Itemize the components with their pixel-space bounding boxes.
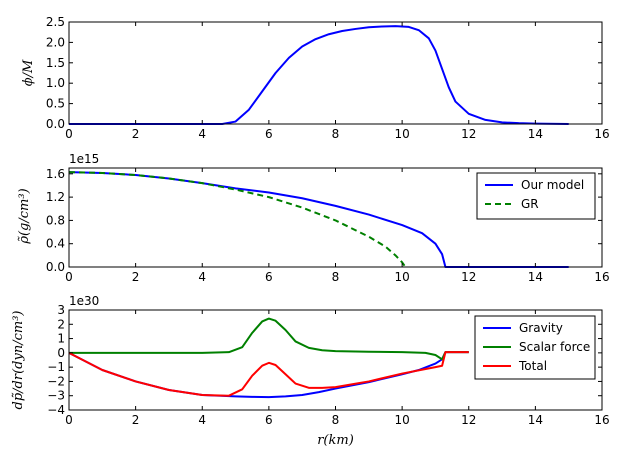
legend-dpdr: Gravity Scalar force Total <box>474 315 596 380</box>
x-tick-label-dpdr-2: 4 <box>198 413 206 427</box>
x-tick-label-dpdr-0: 0 <box>65 413 73 427</box>
y-tick-label-dpdr-3: −1 <box>47 360 65 374</box>
x-tick-label-dpdr-8: 16 <box>594 413 609 427</box>
y-tick-label-phi-3: 1.5 <box>46 56 65 70</box>
y-axis-label-rho: ρ̃(g/cm³) <box>17 188 32 244</box>
y-tick-label-phi-1: 0.5 <box>46 97 65 111</box>
y-tick-label-phi-4: 2.0 <box>46 35 65 49</box>
legend-label-dpdr-2: Total <box>518 359 547 373</box>
x-tick-label-dpdr-6: 12 <box>461 413 476 427</box>
y-tick-label-dpdr-4: 0 <box>57 346 65 360</box>
x-tick-label-rho-5: 10 <box>394 270 409 284</box>
x-tick-label-phi-6: 12 <box>461 127 476 141</box>
x-axis-label-dpdr: r(km) <box>317 433 354 448</box>
x-tick-label-rho-1: 2 <box>132 270 140 284</box>
x-tick-label-phi-0: 0 <box>65 127 73 141</box>
legend-rho: Our model GR <box>476 172 596 220</box>
x-tick-label-dpdr-7: 14 <box>528 413 543 427</box>
x-tick-label-dpdr-1: 2 <box>132 413 140 427</box>
x-tick-label-dpdr-4: 8 <box>332 413 340 427</box>
y-tick-label-rho-2: 0.8 <box>46 213 65 227</box>
x-tick-label-phi-4: 8 <box>332 127 340 141</box>
offset-text-rho: 1e15 <box>69 152 99 166</box>
y-tick-label-rho-1: 0.4 <box>46 237 65 251</box>
panel-rho: 0 2 4 6 8 10 12 14 16 0.0 0.4 0.8 1.2 1.6 1e15 ρ̃(g/cm³… <box>17 152 610 284</box>
y-tick-label-dpdr-1: −3 <box>47 389 65 403</box>
x-tick-label-phi-1: 2 <box>132 127 140 141</box>
x-tick-label-phi-5: 10 <box>394 127 409 141</box>
y-tick-label-phi-5: 2.5 <box>46 15 65 29</box>
y-tick-label-dpdr-6: 2 <box>57 317 65 331</box>
y-axis-label-phi: ϕ/M <box>21 59 36 86</box>
y-tick-label-dpdr-2: −2 <box>47 374 65 388</box>
y-tick-label-rho-4: 1.6 <box>46 167 65 181</box>
x-tick-label-rho-8: 16 <box>594 270 609 284</box>
x-tick-label-rho-7: 14 <box>528 270 543 284</box>
y-tick-label-dpdr-7: 3 <box>57 303 65 317</box>
y-axis-label-dpdr: dp̃/dr(dyn/cm³) <box>11 311 26 410</box>
axes-frame-phi <box>68 21 603 125</box>
x-tick-label-dpdr-3: 6 <box>265 413 273 427</box>
series-line-rho-1 <box>68 171 407 268</box>
legend-label-dpdr-0: Gravity <box>519 321 563 335</box>
legend-box-rho <box>476 172 596 220</box>
y-tick-label-rho-3: 1.2 <box>46 190 65 204</box>
y-tick-label-rho-0: 0.0 <box>46 260 65 274</box>
series-line-phi-0 <box>69 25 569 125</box>
x-tick-label-rho-6: 12 <box>461 270 476 284</box>
y-tick-label-phi-2: 1.0 <box>46 76 65 90</box>
x-tick-label-rho-3: 6 <box>265 270 273 284</box>
series-line-dpdr-2 <box>68 351 469 397</box>
panel-dpdr: 0 2 4 6 8 10 12 14 16−4−3−2−101231e30dp̃/dr(dyn/… <box>11 294 610 448</box>
x-tick-label-phi-3: 6 <box>265 127 273 141</box>
series-line-dpdr-0 <box>68 351 469 399</box>
y-tick-label-dpdr-5: 1 <box>57 332 65 346</box>
series-line-dpdr-1 <box>69 317 469 361</box>
y-tick-label-dpdr-0: −4 <box>47 403 65 417</box>
panel-phi: 0 2 4 6 8 10 12 14 16 0.0 0.5 1.0 1.5 2.0 2.5 ϕ/M <box>21 15 610 141</box>
x-tick-label-dpdr-5: 10 <box>394 413 409 427</box>
x-tick-label-rho-4: 8 <box>332 270 340 284</box>
x-tick-label-rho-2: 4 <box>198 270 206 284</box>
x-tick-label-phi-2: 4 <box>198 127 206 141</box>
x-tick-label-rho-0: 0 <box>65 270 73 284</box>
legend-label-dpdr-1: Scalar force <box>519 340 590 354</box>
y-tick-label-phi-0: 0.0 <box>46 117 65 131</box>
x-tick-label-phi-7: 14 <box>528 127 543 141</box>
legend-label-rho-0: Our model <box>521 178 584 192</box>
x-tick-label-phi-8: 16 <box>594 127 609 141</box>
legend-label-rho-1: GR <box>521 197 539 211</box>
offset-text-dpdr: 1e30 <box>69 294 99 308</box>
